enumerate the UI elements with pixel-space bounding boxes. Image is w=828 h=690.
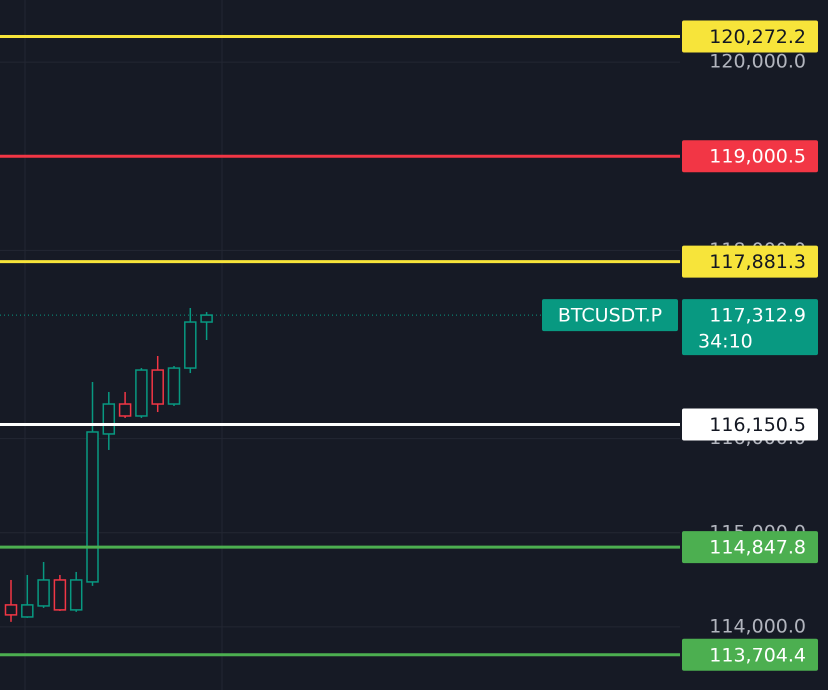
- candle-body: [184, 321, 197, 369]
- candle-body: [135, 369, 148, 417]
- symbol-label-box: [542, 299, 678, 332]
- candle-body: [167, 367, 181, 405]
- candle-body: [151, 369, 164, 405]
- level-label-box: [682, 140, 818, 173]
- candle-body: [102, 403, 116, 435]
- last-price-label: 117,312.9: [709, 305, 806, 327]
- level-label: 119,000.5: [709, 146, 806, 168]
- candle-body: [21, 604, 34, 618]
- candle-body: [37, 579, 50, 607]
- last-price-box: [682, 299, 818, 356]
- level-label: 120,272.2: [709, 26, 806, 48]
- symbol-label: BTCUSDT.P: [558, 305, 662, 327]
- candle-body: [200, 314, 213, 323]
- y-tick-label: 120,000.0: [709, 51, 806, 73]
- countdown-label: 34:10: [698, 331, 753, 353]
- level-label-box: [682, 531, 818, 564]
- level-label-box: [682, 245, 818, 278]
- level-label-box: [682, 638, 818, 671]
- candle-body: [118, 403, 132, 417]
- level-label: 116,150.5: [709, 414, 806, 436]
- candle-body: [53, 579, 67, 611]
- level-label: 114,847.8: [709, 537, 806, 559]
- candle-body: [86, 431, 99, 583]
- level-label: 117,881.3: [709, 251, 806, 273]
- level-label-box: [682, 20, 818, 53]
- candle-body: [4, 604, 18, 616]
- candle-body: [69, 579, 83, 611]
- y-tick-label: 114,000.0: [709, 615, 806, 637]
- level-label: 113,704.4: [709, 644, 806, 666]
- level-label-box: [682, 408, 818, 441]
